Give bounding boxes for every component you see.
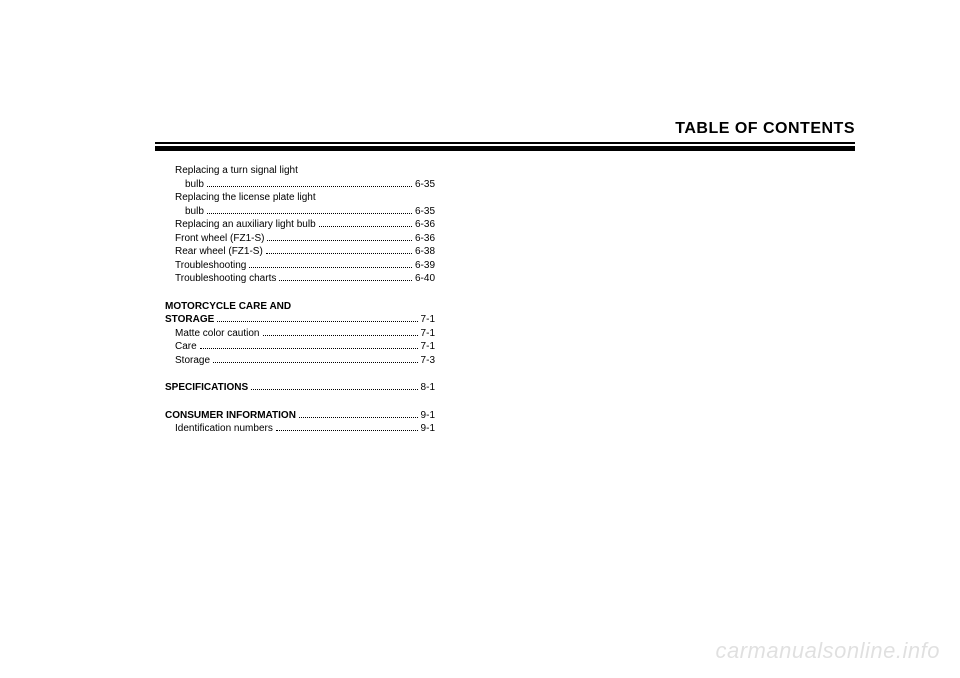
toc-entry-page: 6-40 (415, 272, 435, 286)
toc-leader-dots (217, 321, 417, 322)
toc-entry-page: 7-1 (421, 327, 435, 341)
toc-entry: Care 7-1 (165, 340, 435, 354)
toc-entry-wrap: Replacing a turn signal light (165, 164, 435, 178)
toc-entry-label: MOTORCYCLE CARE AND (165, 300, 291, 314)
toc-entry-page: 6-39 (415, 259, 435, 273)
toc-entry-label: Replacing the license plate light (175, 191, 316, 205)
toc-entry: Rear wheel (FZ1-S) 6-38 (165, 245, 435, 259)
toc-entry-page: 6-35 (415, 205, 435, 219)
section-gap (165, 286, 435, 300)
toc-entry-page: 6-36 (415, 232, 435, 246)
toc-leader-dots (299, 417, 418, 418)
toc-entry: Matte color caution 7-1 (165, 327, 435, 341)
toc-entry-page: 6-38 (415, 245, 435, 259)
toc-entry: bulb 6-35 (165, 178, 435, 192)
toc-entry: Replacing an auxiliary light bulb 6-36 (165, 218, 435, 232)
toc-entry: Troubleshooting 6-39 (165, 259, 435, 273)
toc-leader-dots (267, 240, 412, 241)
toc-entry-label: bulb (185, 205, 204, 219)
toc-entry-label: Front wheel (FZ1-S) (175, 232, 264, 246)
toc-column: Replacing a turn signal lightbulb6-35Rep… (165, 164, 435, 436)
toc-entry-page: 6-35 (415, 178, 435, 192)
toc-entry-page: 9-1 (421, 422, 435, 436)
toc-entry-page: 9-1 (421, 409, 435, 423)
toc-leader-dots (276, 430, 418, 431)
toc-leader-dots (200, 348, 418, 349)
toc-entry-page: 8-1 (421, 381, 435, 395)
toc-leader-dots (319, 226, 412, 227)
toc-leader-dots (213, 362, 418, 363)
toc-entry-label: Storage (175, 354, 210, 368)
toc-entry-page: 7-3 (421, 354, 435, 368)
toc-leader-dots (249, 267, 412, 268)
toc-leader-dots (263, 335, 418, 336)
toc-entry-label: bulb (185, 178, 204, 192)
toc-entry-label: Matte color caution (175, 327, 260, 341)
title-rule-thin (155, 142, 855, 144)
toc-leader-dots (279, 280, 412, 281)
toc-entry-page: 6-36 (415, 218, 435, 232)
toc-leader-dots (207, 186, 412, 187)
toc-entry-wrap: Replacing the license plate light (165, 191, 435, 205)
toc-entry-label: Replacing an auxiliary light bulb (175, 218, 316, 232)
page-title-wrap: TABLE OF CONTENTS (675, 120, 855, 138)
toc-entry-label: CONSUMER INFORMATION (165, 409, 296, 423)
page-title: TABLE OF CONTENTS (675, 120, 855, 137)
toc-entry: Storage 7-3 (165, 354, 435, 368)
toc-entry-label: Identification numbers (175, 422, 273, 436)
toc-entry: Identification numbers 9-1 (165, 422, 435, 436)
title-rule-thick (155, 146, 855, 151)
toc-entry: Troubleshooting charts 6-40 (165, 272, 435, 286)
toc-entry: bulb 6-35 (165, 205, 435, 219)
toc-entry: CONSUMER INFORMATION 9-1 (165, 409, 435, 423)
watermark-text: carmanualsonline.info (715, 638, 940, 664)
toc-entry-page: 7-1 (421, 340, 435, 354)
toc-entry-label: Rear wheel (FZ1-S) (175, 245, 263, 259)
toc-entry-wrap: MOTORCYCLE CARE AND (165, 300, 435, 314)
toc-leader-dots (207, 213, 412, 214)
section-gap (165, 367, 435, 381)
toc-entry-label: Troubleshooting (175, 259, 246, 273)
toc-entry-label: STORAGE (165, 313, 214, 327)
toc-entry-label: Troubleshooting charts (175, 272, 276, 286)
toc-entry: Front wheel (FZ1-S) 6-36 (165, 232, 435, 246)
toc-leader-dots (266, 253, 412, 254)
toc-entry: SPECIFICATIONS 8-1 (165, 381, 435, 395)
toc-leader-dots (251, 389, 417, 390)
toc-entry-label: Replacing a turn signal light (175, 164, 298, 178)
toc-entry-label: Care (175, 340, 197, 354)
toc-entry-label: SPECIFICATIONS (165, 381, 248, 395)
toc-entry-page: 7-1 (421, 313, 435, 327)
section-gap (165, 395, 435, 409)
toc-entry: STORAGE 7-1 (165, 313, 435, 327)
